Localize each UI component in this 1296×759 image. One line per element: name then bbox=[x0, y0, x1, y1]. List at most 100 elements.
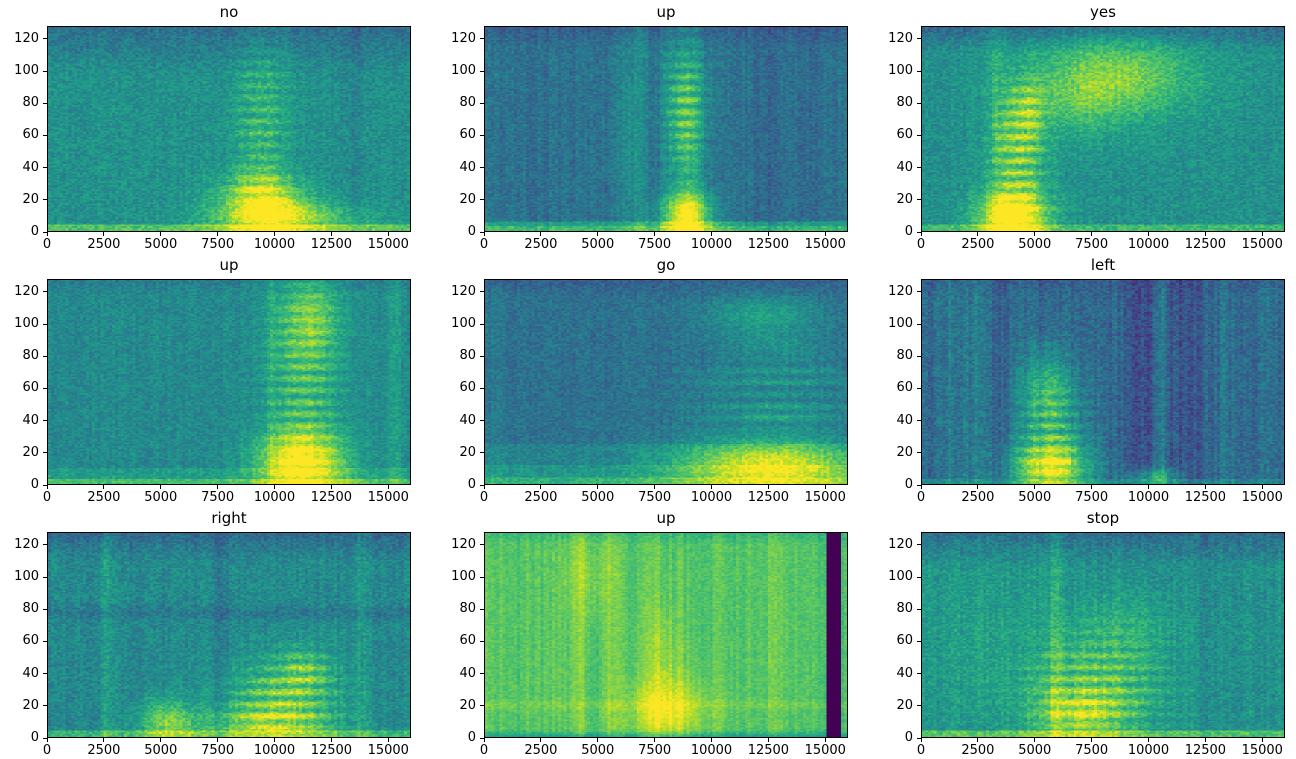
x-tick-label: 5000 bbox=[581, 490, 615, 505]
spectrogram-subplot-right: right 0 20 40 60 80 100 120 0 2500 5000 7500 10000 1… bbox=[7, 506, 411, 759]
y-tick-label: 120 bbox=[888, 283, 913, 299]
y-tick-mark bbox=[480, 102, 484, 104]
x-tick-mark bbox=[1148, 738, 1149, 742]
x-tick-mark bbox=[46, 232, 48, 236]
y-tick-mark bbox=[43, 291, 47, 293]
y-tick-mark bbox=[43, 608, 47, 610]
x-tick-label: 15000 bbox=[1241, 743, 1283, 758]
subplot-title: stop bbox=[1086, 509, 1120, 527]
x-tick-mark bbox=[920, 738, 922, 742]
spectrogram-subplot-no: no 0 20 40 60 80 100 120 0 2500 5000 7500 10000 1250… bbox=[7, 0, 411, 253]
y-tick-label: 0 bbox=[467, 477, 476, 492]
x-tick-label: 12500 bbox=[1184, 490, 1227, 505]
y-tick-mark bbox=[917, 199, 921, 201]
y-tick-label: 20 bbox=[459, 697, 476, 713]
y-tick-mark bbox=[917, 355, 921, 357]
x-tick-label: 5000 bbox=[1018, 490, 1052, 505]
spectrogram-canvas bbox=[485, 280, 847, 484]
x-tick-mark bbox=[274, 232, 275, 236]
y-tick-mark bbox=[43, 737, 47, 739]
y-tick-mark bbox=[480, 231, 484, 233]
x-tick-label: 10000 bbox=[690, 743, 733, 758]
y-tick-mark bbox=[43, 70, 47, 72]
x-tick-mark bbox=[103, 738, 105, 742]
x-tick-label: 10000 bbox=[690, 237, 733, 252]
x-tick-label: 12500 bbox=[1184, 237, 1227, 252]
x-tick-label: 12500 bbox=[747, 490, 790, 505]
x-tick-label: 10000 bbox=[1127, 490, 1170, 505]
x-tick-label: 12500 bbox=[310, 237, 353, 252]
x-tick-mark bbox=[330, 232, 332, 236]
x-tick-mark bbox=[711, 738, 712, 742]
x-tick-label: 2500 bbox=[87, 237, 121, 252]
x-tick-label: 7500 bbox=[1075, 490, 1109, 505]
spectrogram-canvas bbox=[485, 27, 847, 231]
y-tick-mark bbox=[43, 102, 47, 104]
subplot-title: go bbox=[656, 256, 676, 274]
y-tick-mark bbox=[480, 387, 484, 389]
x-tick-label: 0 bbox=[916, 237, 926, 252]
y-tick-mark bbox=[917, 484, 921, 486]
y-tick-mark bbox=[917, 452, 921, 454]
y-tick-mark bbox=[480, 452, 484, 454]
x-tick-mark bbox=[1091, 485, 1093, 489]
y-tick-mark bbox=[917, 102, 921, 104]
x-tick-mark bbox=[1091, 232, 1093, 236]
subplot-title: left bbox=[1090, 256, 1116, 274]
y-tick-label: 80 bbox=[22, 95, 39, 111]
y-tick-mark bbox=[480, 640, 484, 642]
spectrogram-canvas bbox=[922, 27, 1284, 231]
x-tick-mark bbox=[387, 738, 389, 742]
x-tick-mark bbox=[483, 232, 485, 236]
y-tick-mark bbox=[917, 576, 921, 578]
spectrogram-subplot-yes: yes 0 20 40 60 80 100 120 0 2500 5000 7500 10000 125… bbox=[881, 0, 1285, 253]
x-tick-mark bbox=[1091, 738, 1093, 742]
x-tick-label: 10000 bbox=[253, 490, 296, 505]
y-tick-label: 0 bbox=[904, 730, 913, 745]
x-tick-label: 7500 bbox=[638, 743, 672, 758]
y-tick-label: 20 bbox=[22, 444, 39, 460]
x-tick-label: 12500 bbox=[310, 743, 353, 758]
y-tick-mark bbox=[917, 387, 921, 389]
x-tick-mark bbox=[597, 485, 599, 489]
spectrogram-image bbox=[484, 26, 848, 232]
y-tick-label: 60 bbox=[459, 127, 476, 143]
x-tick-label: 7500 bbox=[638, 237, 672, 252]
y-tick-mark bbox=[43, 420, 47, 422]
x-tick-label: 7500 bbox=[201, 490, 235, 505]
x-tick-mark bbox=[103, 232, 105, 236]
spectrogram-image bbox=[484, 279, 848, 485]
spectrogram-subplot-up-1: up 0 20 40 60 80 100 120 0 2500 5000 7500 10000 1250… bbox=[444, 0, 848, 253]
x-tick-mark bbox=[654, 738, 656, 742]
x-tick-label: 15000 bbox=[367, 237, 409, 252]
y-tick-mark bbox=[43, 544, 47, 546]
y-tick-mark bbox=[480, 70, 484, 72]
x-tick-label: 0 bbox=[479, 743, 489, 758]
x-tick-label: 0 bbox=[479, 490, 489, 505]
x-tick-label: 12500 bbox=[310, 490, 353, 505]
x-tick-label: 10000 bbox=[1127, 743, 1170, 758]
x-tick-mark bbox=[387, 485, 389, 489]
subplot-title: up bbox=[219, 256, 239, 274]
x-tick-label: 5000 bbox=[1018, 237, 1052, 252]
y-tick-label: 80 bbox=[459, 348, 476, 364]
y-tick-label: 80 bbox=[459, 95, 476, 111]
x-tick-label: 15000 bbox=[804, 237, 846, 252]
y-tick-label: 0 bbox=[467, 730, 476, 745]
x-tick-mark bbox=[1034, 485, 1036, 489]
y-tick-mark bbox=[480, 608, 484, 610]
spectrogram-image bbox=[47, 26, 411, 232]
y-tick-label: 0 bbox=[904, 477, 913, 492]
y-tick-label: 60 bbox=[22, 633, 39, 649]
x-tick-mark bbox=[824, 485, 826, 489]
y-tick-label: 20 bbox=[896, 444, 913, 460]
y-tick-mark bbox=[480, 167, 484, 169]
x-tick-label: 0 bbox=[916, 490, 926, 505]
y-tick-label: 80 bbox=[896, 348, 913, 364]
y-tick-label: 40 bbox=[896, 159, 913, 175]
x-tick-mark bbox=[597, 738, 599, 742]
y-tick-label: 60 bbox=[896, 127, 913, 143]
y-tick-label: 20 bbox=[896, 697, 913, 713]
x-tick-label: 15000 bbox=[1241, 237, 1283, 252]
y-tick-mark bbox=[480, 705, 484, 707]
